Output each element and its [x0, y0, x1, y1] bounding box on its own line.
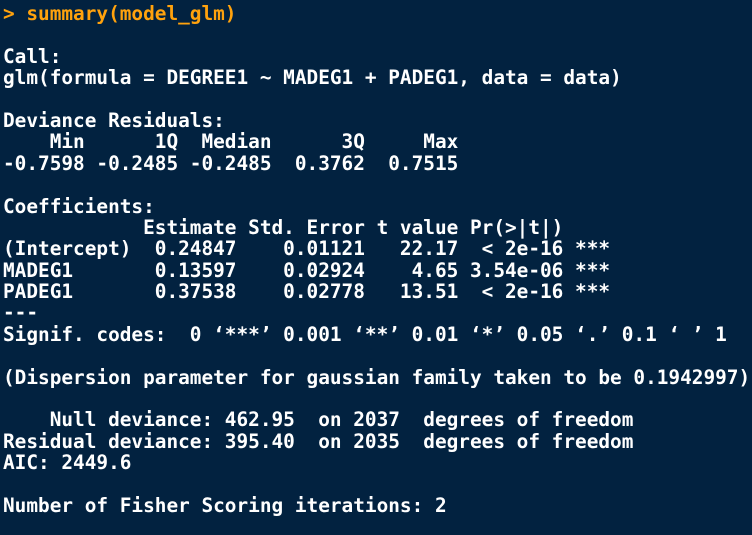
aic-line: AIC: 2449.6 [3, 451, 132, 475]
blank-line [3, 24, 752, 45]
dispersion-parameter-line: (Dispersion parameter for gaussian famil… [3, 365, 751, 389]
blank-line [3, 345, 752, 366]
call-header: Call: [3, 44, 62, 68]
deviance-residuals-header: Deviance Residuals: [3, 108, 225, 132]
blank-line [3, 388, 752, 409]
blank-line [3, 174, 752, 195]
coefficients-header: Coefficients: [3, 194, 155, 218]
separator-line: --- [3, 301, 39, 325]
coefficients-columns-row: Estimate Std. Error t value Pr(>|t|) [3, 215, 564, 239]
blank-line [3, 474, 752, 495]
blank-line [3, 89, 752, 110]
coefficient-row-madeg1: MADEG1 0.13597 0.02924 4.65 3.54e-06 *** [3, 258, 611, 282]
residual-deviance-line: Residual deviance: 395.40 on 2035 degree… [3, 429, 634, 453]
coefficient-row-padeg1: PADEG1 0.37538 0.02778 13.51 < 2e-16 *** [3, 280, 611, 304]
null-deviance-line: Null deviance: 462.95 on 2037 degrees of… [3, 408, 634, 432]
call-formula: glm(formula = DEGREE1 ~ MADEG1 + PADEG1,… [3, 66, 622, 90]
deviance-residuals-columns-row: Min 1Q Median 3Q Max [3, 130, 459, 154]
deviance-residuals-values-row: -0.7598 -0.2485 -0.2485 0.3762 0.7515 [3, 151, 459, 175]
coefficient-row-intercept: (Intercept) 0.24847 0.01121 22.17 < 2e-1… [3, 237, 611, 261]
fisher-iterations-line: Number of Fisher Scoring iterations: 2 [3, 493, 447, 517]
console-command-line: > summary(model_glm) [3, 2, 237, 25]
signif-codes-line: Signif. codes: 0 ‘***’ 0.001 ‘**’ 0.01 ‘… [3, 322, 727, 346]
